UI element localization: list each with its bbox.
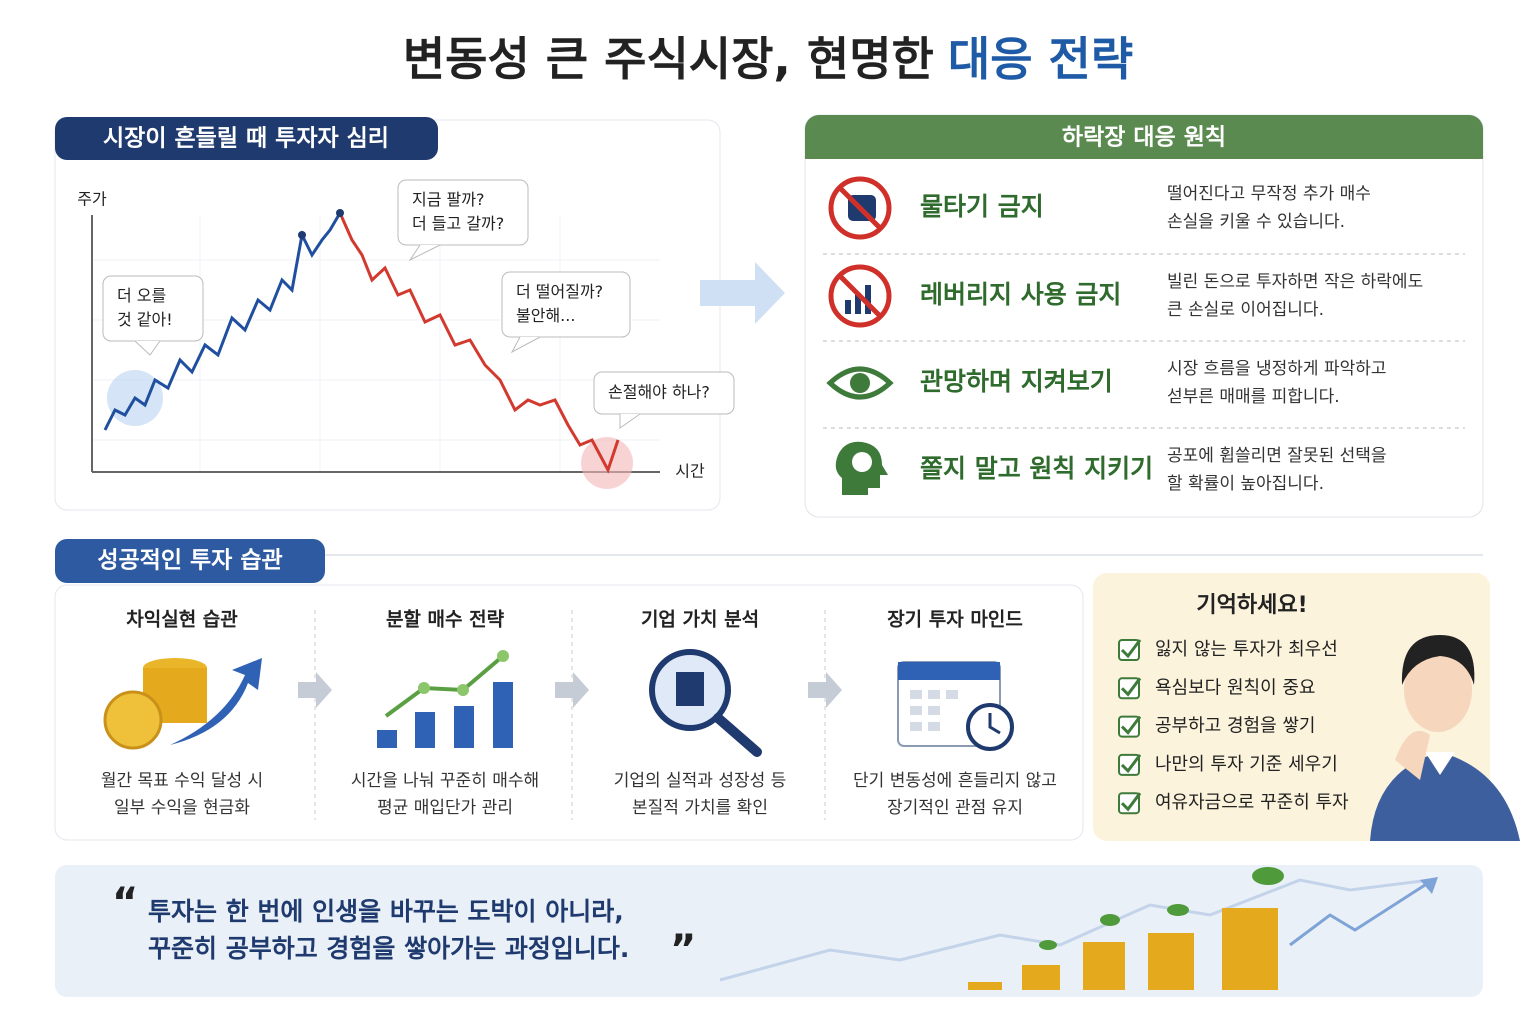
remember-item: 잃지 않는 투자가 최우선 (1155, 639, 1338, 660)
principle-description: 섣부른 매매를 피합니다. (1167, 387, 1340, 407)
remember-item: 나만의 투자 기준 세우기 (1155, 754, 1338, 775)
bubble-text: 손절해야 하나? (608, 383, 710, 402)
principle-description: 시장 흐름을 냉정하게 파악하고 (1167, 359, 1387, 379)
principle-description: 손실을 키울 수 있습니다. (1167, 212, 1345, 232)
heading-pill (55, 117, 438, 160)
bubble-text: 것 같아! (117, 310, 173, 329)
checkbox (1118, 753, 1140, 776)
principle-description: 빌린 돈으로 투자하면 작은 하락에도 (1167, 272, 1423, 292)
icon-no-coins (828, 176, 892, 240)
checkmark (1120, 792, 1142, 812)
rising-line (103, 212, 342, 431)
section-heading: 시장이 흔들릴 때 투자자 심리 (103, 126, 389, 152)
svg-text:”: ” (670, 927, 696, 973)
principle-description: 할 확률이 높아집니다. (1167, 474, 1324, 494)
bubble-tail (510, 336, 541, 354)
remember-item: 욕심보다 원칙이 중요 (1155, 677, 1315, 698)
person (1370, 635, 1520, 841)
habit-description: 단기 변동성에 흔들리지 않고 (853, 771, 1057, 791)
bubble-text: 더 떨어질까? (516, 282, 603, 301)
checkmark (1120, 715, 1142, 735)
habit-title: 차익실현 습관 (126, 609, 238, 631)
panel-box (54, 584, 1084, 841)
heading-pill (55, 539, 325, 583)
icon-head (835, 441, 888, 495)
habit-title: 분할 매수 전략 (386, 608, 505, 631)
checkmark (1120, 639, 1142, 659)
flow-arrow (700, 262, 785, 324)
falling-line (338, 212, 620, 474)
habits-panel: 성공적인 투자 습관 (54, 539, 1483, 841)
checkmark (1120, 677, 1142, 697)
bubble-text: 더 들고 갈까? (412, 214, 504, 233)
title-main: 변동성 큰 주식시장, 현명한 (403, 32, 934, 86)
icon-eye (826, 366, 894, 400)
principle-description: 큰 손실로 이어집니다. (1167, 300, 1324, 320)
bubble-text: 더 오를 (117, 286, 166, 305)
checkmark (1120, 754, 1142, 774)
principle-title: 레버리지 사용 금지 (920, 280, 1121, 309)
x-axis-label: 시간 (675, 462, 705, 481)
speech-bubble (397, 179, 529, 246)
habit-title: 기업 가치 분석 (641, 609, 759, 631)
principle-title: 관망하며 지켜보기 (920, 367, 1113, 396)
bubble-text: 지금 팔까? (412, 190, 484, 209)
habit-description: 장기적인 관점 유지 (887, 798, 1023, 818)
checkbox (1118, 715, 1140, 738)
page-title: 변동성 큰 주식시장, 현명한 대응 전략 (403, 32, 1133, 86)
section-heading: 성공적인 투자 습관 (97, 548, 282, 574)
icon-coins (103, 658, 262, 750)
quote-line: 투자는 한 번에 인생을 바꾸는 도박이 아니라, (148, 897, 624, 926)
psychology-panel: 시장이 흔들릴 때 투자자 심리 주가 시간 (54, 117, 721, 511)
habit-description: 평균 매입단가 관리 (377, 798, 513, 818)
principle-title: 쫄지 말고 원칙 지키기 (920, 454, 1153, 483)
principle-title: 물타기 금지 (920, 192, 1044, 221)
panel-box (55, 865, 1483, 997)
habit-description: 월간 목표 수익 달성 시 (101, 771, 263, 791)
habit-description: 기업의 실적과 성장성 등 (614, 771, 787, 791)
principle-description: 공포에 휩쓸리면 잘못된 선택을 (1167, 446, 1387, 466)
checkbox (1118, 639, 1140, 661)
checkbox (1118, 677, 1140, 700)
habit-description: 시간을 나눠 꾸준히 매수해 (351, 771, 539, 791)
checkbox (1118, 792, 1140, 815)
sprouts (1039, 867, 1284, 950)
habit-title: 장기 투자 마인드 (887, 609, 1023, 631)
icon-calendar (897, 661, 1014, 751)
bubble-tail (619, 413, 641, 429)
y-axis-label: 주가 (77, 190, 107, 209)
panel-box (1093, 573, 1490, 841)
speech-bubble (501, 271, 631, 338)
remember-title: 기억하세요! (1196, 593, 1307, 618)
remember-item: 공부하고 경험을 쌓기 (1155, 716, 1315, 737)
icon-magnifier (649, 649, 762, 757)
remember-panel: 기억하세요! (1093, 573, 1520, 841)
habit-description: 일부 수익을 현금화 (114, 798, 250, 818)
panel-header (805, 115, 1483, 159)
icon-bars (377, 650, 513, 748)
coin-stacks (968, 908, 1278, 990)
remember-item: 여유자금으로 꾸준히 투자 (1155, 792, 1349, 813)
habit-description: 본질적 가치를 확인 (632, 798, 768, 818)
quote-line: 꾸준히 공부하고 경험을 쌓아가는 과정입니다. (148, 934, 629, 963)
bubble-tail (134, 340, 161, 356)
principles-panel: 하락장 대응 원칙 (804, 114, 1484, 518)
svg-text:“: “ (112, 880, 138, 926)
section-heading: 하락장 대응 원칙 (1062, 125, 1226, 151)
title-highlight: 대응 전략 (948, 32, 1133, 86)
speech-bubble (593, 371, 735, 415)
bubble-text: 불안해... (516, 306, 575, 325)
quote-panel: “ ” (55, 865, 1483, 997)
principle-description: 떨어진다고 무작정 추가 매수 (1167, 184, 1371, 204)
highlight-circle (581, 437, 633, 489)
icon-no-leverage (828, 264, 892, 328)
bubble-tail (408, 244, 441, 262)
